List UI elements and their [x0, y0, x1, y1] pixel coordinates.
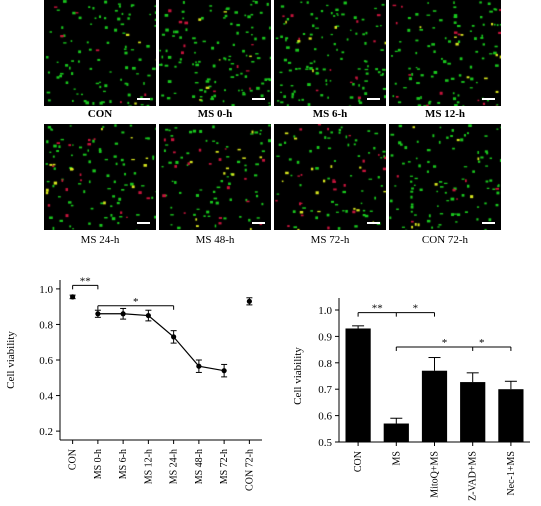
bar	[460, 382, 486, 442]
viability-treatment-chart: 0.5 0.6 0.7 0.8 0.9 1.0 Cell viability CON MS Mit…	[292, 298, 530, 501]
panel-label: MS 0-h	[197, 108, 233, 120]
x-tick-label: MS	[391, 451, 402, 465]
x-tick-label: MS 12-h	[143, 449, 154, 484]
significance-label: *	[133, 296, 139, 308]
significance-label: *	[479, 337, 485, 349]
x-tick-label: MS 48-h	[194, 449, 205, 484]
micrograph-ms-72h	[274, 124, 386, 230]
scale-bar	[252, 98, 265, 100]
series-line	[97, 313, 225, 372]
scale-bar	[482, 222, 495, 224]
panel-label: CON	[87, 108, 113, 120]
y-axis-label: Cell viability	[5, 331, 17, 389]
scale-bar	[482, 98, 495, 100]
micrograph-ms-12h	[389, 0, 501, 106]
panel-label: MS 72-h	[310, 234, 350, 246]
viability-time-course-chart: 0.2 0.4 0.6 0.8 1.0 Cell viability CON MS 0-h MS…	[5, 275, 262, 491]
x-tick-label: Z-VAD+MS	[468, 451, 479, 501]
micrograph-con	[44, 0, 156, 106]
data-point	[95, 311, 101, 317]
y-axis-label: Cell viability	[292, 347, 304, 405]
y-tick-label: 0.4	[39, 391, 53, 403]
y-tick-label: 1.0	[318, 305, 332, 317]
y-tick-label: 0.7	[318, 384, 332, 396]
x-tick-label: MS 72-h	[219, 449, 230, 484]
x-tick-label: MS 24-h	[169, 449, 180, 484]
micrograph-ms-6h	[274, 0, 386, 106]
data-point	[196, 363, 202, 369]
panel-label: CON 72-h	[421, 234, 469, 246]
bar	[383, 423, 409, 442]
panel-label: MS 6-h	[312, 108, 348, 120]
x-tick-label: MS 6-h	[118, 449, 129, 479]
y-tick-label: 0.6	[318, 411, 332, 423]
micrograph-ms-48h	[159, 124, 271, 230]
data-point	[120, 311, 126, 317]
y-tick-label: 1.0	[39, 284, 53, 296]
y-tick-label: 0.6	[39, 355, 53, 367]
data-point	[221, 368, 227, 374]
micrograph-ms-24h	[44, 124, 156, 230]
x-tick-label: MS 0-h	[93, 449, 104, 479]
significance-label: *	[442, 337, 448, 349]
scale-bar	[137, 98, 150, 100]
panel-label: MS 24-h	[80, 234, 120, 246]
x-tick-label: CON	[68, 449, 79, 470]
y-tick-label: 0.5	[318, 437, 332, 449]
x-tick-label: MitoQ+MS	[430, 451, 441, 498]
y-tick-label: 0.8	[318, 358, 332, 370]
scale-bar	[252, 222, 265, 224]
bar	[498, 389, 524, 442]
scale-bar	[137, 222, 150, 224]
scale-bar	[367, 222, 380, 224]
y-tick-label: 0.9	[318, 331, 332, 343]
panel-label: MS 48-h	[195, 234, 235, 246]
scale-bar	[367, 98, 380, 100]
data-point	[171, 334, 177, 340]
bar	[421, 370, 448, 442]
significance-label: *	[413, 303, 419, 315]
x-tick-label: CON 72-h	[244, 449, 255, 491]
data-point	[145, 312, 151, 319]
data-point	[70, 294, 76, 300]
y-tick-label: 0.2	[39, 426, 53, 438]
data-point	[246, 298, 252, 304]
panel-label: MS 12-h	[424, 108, 466, 120]
bar	[345, 328, 371, 442]
x-tick-label: CON	[353, 451, 364, 472]
x-tick-label: Nec-1+MS	[506, 451, 517, 496]
y-tick-label: 0.8	[39, 319, 53, 331]
significance-label: **	[372, 303, 383, 315]
micrograph-con-72h	[389, 124, 501, 230]
significance-label: **	[80, 275, 91, 287]
micrograph-ms-0h	[159, 0, 271, 106]
